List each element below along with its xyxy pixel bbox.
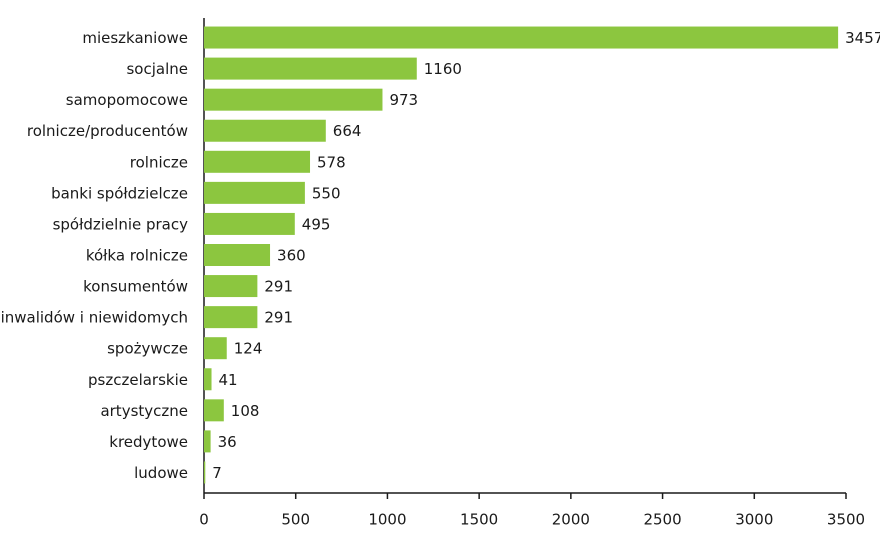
value-label: 664 [333,122,362,140]
x-tick-label: 1500 [460,511,498,529]
value-label: 1160 [424,60,462,78]
y-tick-label: kółka rolnicze [86,247,188,265]
x-tick-label: 2500 [643,511,681,529]
x-tick-label: 3000 [735,511,773,529]
x-tick-label: 0 [199,511,209,529]
bar [204,337,227,360]
value-label: 550 [312,184,341,202]
x-tick-label: 3500 [827,511,865,529]
y-tick-label: spożywcze [107,340,188,358]
y-tick-label: spółdzielnie pracy [53,215,189,233]
value-label: 108 [231,402,260,420]
value-label: 360 [277,247,306,265]
bar [204,368,212,391]
x-tick-label: 1000 [368,511,406,529]
value-label: 36 [218,433,237,451]
x-tick-label: 500 [281,511,310,529]
bar [204,150,311,173]
y-tick-label: banki spółdzielcze [51,184,188,202]
value-label: 291 [264,278,293,296]
y-tick-label: pszczelarskie [88,371,188,389]
bar [204,57,417,80]
y-tick-label: rolnicze [130,153,188,171]
y-tick-label: samopomocowe [66,91,188,109]
bar [204,26,839,49]
value-label: 124 [234,340,263,358]
value-label: 3457 [845,29,880,47]
bar [204,275,258,298]
x-tick-label: 2000 [552,511,590,529]
y-tick-label: ludowe [134,464,188,482]
value-label: 41 [219,371,238,389]
bar [204,244,271,266]
y-tick-label: konsumentów [83,278,188,296]
value-label: 495 [302,215,331,233]
y-tick-label: rolnicze/producentów [27,122,188,140]
bar [204,181,305,204]
bar [204,88,383,111]
bar [204,306,258,329]
value-label: 973 [389,91,418,109]
y-tick-label: artystyczne [100,402,188,420]
y-tick-label: socjalne [126,60,188,78]
y-tick-label: inwalidów i niewidomych [1,309,188,327]
bar [204,212,295,235]
bar [204,461,206,484]
bar [204,399,224,422]
y-tick-label: kredytowe [109,433,188,451]
value-label: 291 [264,309,293,327]
value-label: 7 [212,464,222,482]
bar [204,430,211,453]
value-label: 578 [317,153,346,171]
bar [204,119,326,142]
y-tick-label: mieszkaniowe [82,29,188,47]
